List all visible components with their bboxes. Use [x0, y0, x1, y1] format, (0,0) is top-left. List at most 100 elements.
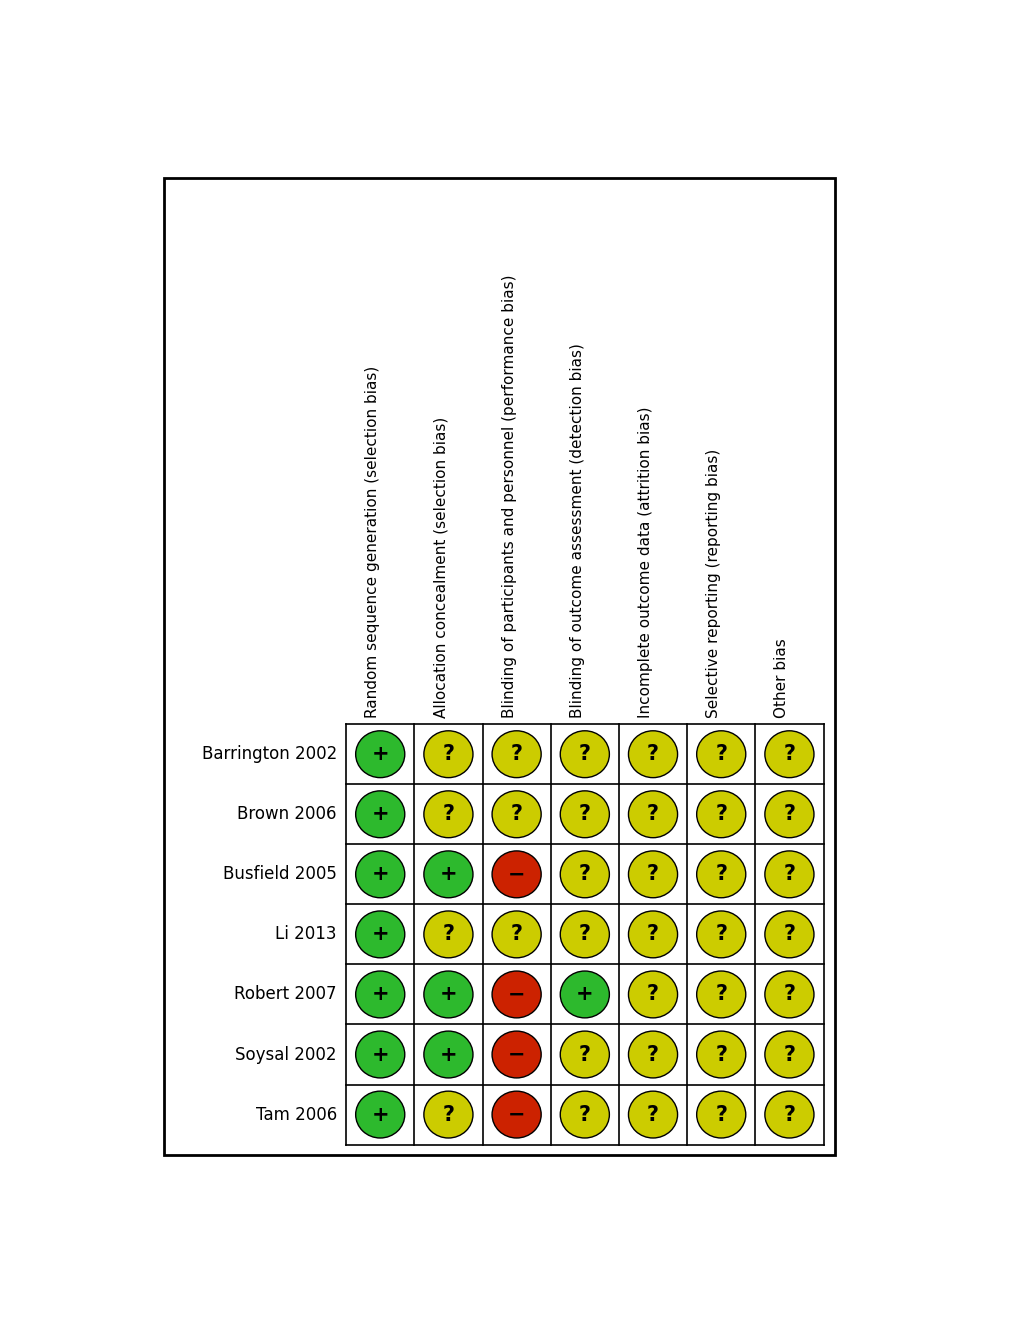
Bar — [164, 179, 835, 1154]
Ellipse shape — [696, 1092, 746, 1138]
Text: ?: ? — [578, 925, 591, 945]
Ellipse shape — [355, 1031, 405, 1079]
Ellipse shape — [355, 1092, 405, 1138]
Ellipse shape — [355, 731, 405, 778]
Ellipse shape — [628, 912, 678, 958]
Text: +: + — [372, 804, 389, 824]
Text: ?: ? — [783, 745, 795, 765]
Text: −: − — [508, 984, 526, 1004]
Ellipse shape — [424, 1031, 473, 1079]
Ellipse shape — [424, 731, 473, 778]
Text: Incomplete outcome data (attrition bias): Incomplete outcome data (attrition bias) — [638, 407, 653, 718]
Text: ?: ? — [715, 1105, 727, 1125]
Ellipse shape — [355, 791, 405, 837]
Text: +: + — [440, 984, 458, 1004]
Ellipse shape — [764, 851, 814, 898]
Text: ?: ? — [647, 804, 659, 824]
Ellipse shape — [492, 1031, 541, 1079]
Text: ?: ? — [510, 925, 523, 945]
Text: Li 2013: Li 2013 — [276, 925, 337, 943]
Text: ?: ? — [647, 984, 659, 1004]
Text: −: − — [508, 1105, 526, 1125]
Ellipse shape — [628, 851, 678, 898]
Text: ?: ? — [783, 864, 795, 884]
Text: +: + — [372, 1105, 389, 1125]
Text: ?: ? — [647, 864, 659, 884]
Text: Selective reporting (reporting bias): Selective reporting (reporting bias) — [707, 449, 721, 718]
Text: ?: ? — [442, 804, 455, 824]
Ellipse shape — [560, 851, 609, 898]
Ellipse shape — [355, 851, 405, 898]
Ellipse shape — [696, 912, 746, 958]
Text: ?: ? — [647, 1105, 659, 1125]
Text: ?: ? — [647, 1044, 659, 1064]
Text: ?: ? — [783, 984, 795, 1004]
Text: ?: ? — [783, 925, 795, 945]
Text: ?: ? — [783, 1044, 795, 1064]
Ellipse shape — [492, 971, 541, 1018]
Text: ?: ? — [715, 984, 727, 1004]
Text: +: + — [372, 745, 389, 765]
Text: Random sequence generation (selection bias): Random sequence generation (selection bi… — [366, 366, 380, 718]
Ellipse shape — [628, 971, 678, 1018]
Text: +: + — [372, 1044, 389, 1064]
Text: −: − — [508, 864, 526, 884]
Text: Tam 2006: Tam 2006 — [255, 1105, 337, 1124]
Text: ?: ? — [510, 745, 523, 765]
Ellipse shape — [492, 912, 541, 958]
Text: +: + — [440, 1044, 458, 1064]
Text: Other bias: Other bias — [775, 639, 789, 718]
Ellipse shape — [424, 912, 473, 958]
Ellipse shape — [560, 971, 609, 1018]
Text: ?: ? — [442, 925, 455, 945]
Text: +: + — [440, 864, 458, 884]
Ellipse shape — [355, 971, 405, 1018]
Ellipse shape — [492, 731, 541, 778]
Text: −: − — [508, 1044, 526, 1064]
Ellipse shape — [764, 912, 814, 958]
Text: ?: ? — [578, 1105, 591, 1125]
Ellipse shape — [628, 731, 678, 778]
Text: ?: ? — [715, 864, 727, 884]
Text: Barrington 2002: Barrington 2002 — [201, 745, 337, 763]
Ellipse shape — [764, 971, 814, 1018]
Text: Robert 2007: Robert 2007 — [234, 986, 337, 1003]
Text: ?: ? — [510, 804, 523, 824]
Text: +: + — [372, 984, 389, 1004]
Text: ?: ? — [442, 745, 455, 765]
Ellipse shape — [424, 1092, 473, 1138]
Ellipse shape — [696, 971, 746, 1018]
Text: ?: ? — [783, 1105, 795, 1125]
Text: Brown 2006: Brown 2006 — [238, 806, 337, 823]
Ellipse shape — [560, 791, 609, 837]
Ellipse shape — [560, 1031, 609, 1079]
Text: ?: ? — [578, 804, 591, 824]
Ellipse shape — [764, 731, 814, 778]
Ellipse shape — [424, 851, 473, 898]
Ellipse shape — [560, 731, 609, 778]
Text: ?: ? — [578, 745, 591, 765]
Ellipse shape — [764, 791, 814, 837]
Ellipse shape — [628, 1031, 678, 1079]
Ellipse shape — [424, 791, 473, 837]
Ellipse shape — [696, 731, 746, 778]
Text: Blinding of participants and personnel (performance bias): Blinding of participants and personnel (… — [502, 274, 516, 718]
Text: +: + — [372, 864, 389, 884]
Ellipse shape — [628, 791, 678, 837]
Ellipse shape — [764, 1092, 814, 1138]
Text: ?: ? — [442, 1105, 455, 1125]
Text: Allocation concealment (selection bias): Allocation concealment (selection bias) — [434, 417, 448, 718]
Text: +: + — [576, 984, 594, 1004]
Text: ?: ? — [715, 804, 727, 824]
Ellipse shape — [696, 791, 746, 837]
Ellipse shape — [492, 791, 541, 837]
Text: ?: ? — [578, 864, 591, 884]
Text: Busfield 2005: Busfield 2005 — [223, 865, 337, 884]
Text: ?: ? — [715, 925, 727, 945]
Ellipse shape — [560, 912, 609, 958]
Text: Soysal 2002: Soysal 2002 — [236, 1045, 337, 1064]
Ellipse shape — [764, 1031, 814, 1079]
Text: Blinding of outcome assessment (detection bias): Blinding of outcome assessment (detectio… — [570, 343, 585, 718]
Ellipse shape — [492, 851, 541, 898]
Text: ?: ? — [715, 1044, 727, 1064]
